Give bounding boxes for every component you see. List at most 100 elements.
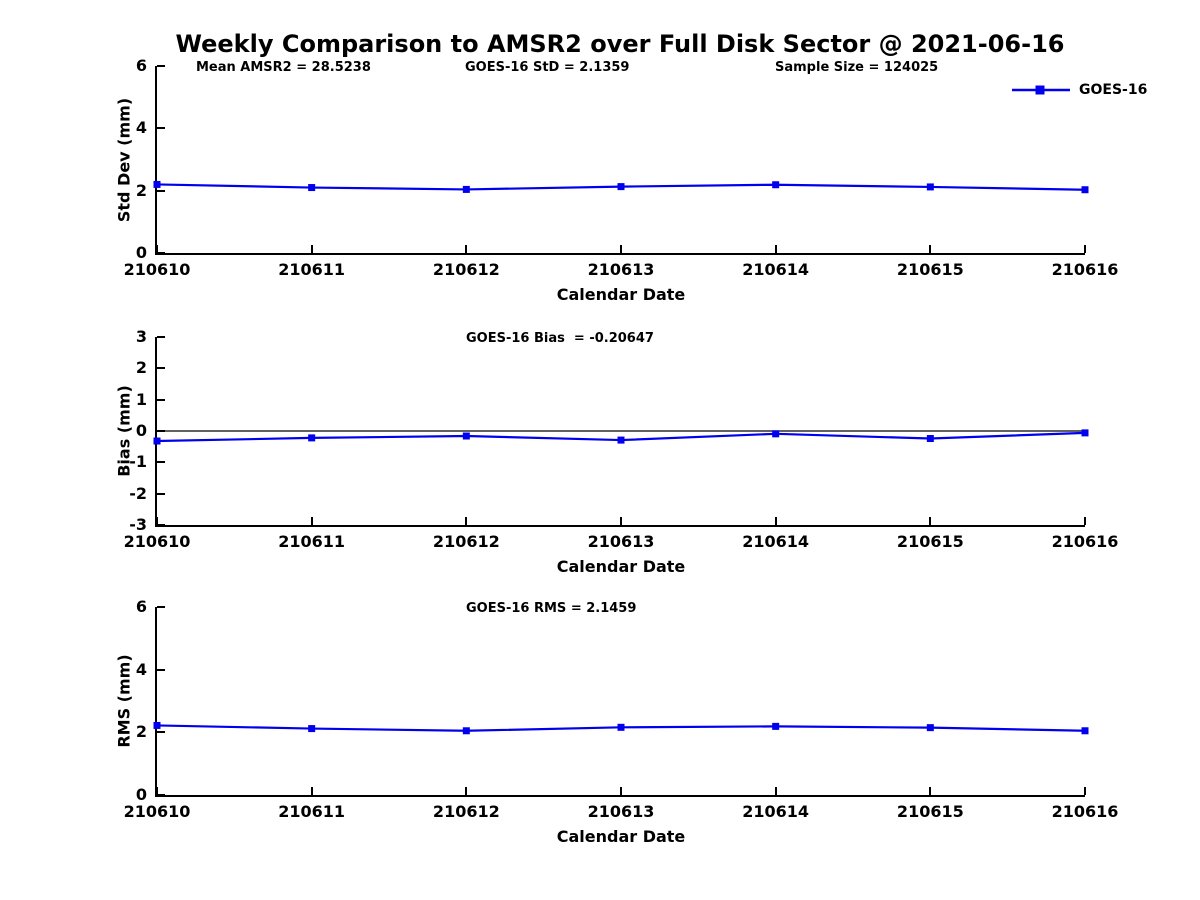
bias-marker [772,430,780,438]
x-tick-label: 210613 [587,532,655,551]
y-tick-label: 2 [135,358,147,378]
annotation: GOES-16 RMS = 2.1459 [466,601,637,616]
x-tick-label: 210614 [742,260,810,279]
rms-marker [308,725,316,733]
x-tick-label: 210616 [1051,802,1119,821]
std-dev-marker [308,184,316,192]
y-tick [157,461,165,464]
y-axis-label: Std Dev (mm) [114,97,134,222]
x-tick [156,517,158,525]
x-tick [465,517,468,525]
x-tick-label: 210615 [896,532,964,551]
x-axis-label: Calendar Date [556,827,686,846]
x-tick-label: 210610 [123,802,191,821]
y-tick [157,127,165,130]
rms-marker [1081,727,1089,735]
bias-canvas [153,429,1089,445]
bias-marker [308,434,316,442]
bias-marker [462,432,470,440]
std-dev-marker [772,181,780,189]
y-tick-label: 2 [135,722,147,742]
y-tick-label: 4 [135,659,147,679]
bias-marker [153,437,161,445]
rms-marker [462,727,470,735]
x-axis-label: Calendar Date [556,557,686,576]
x-tick-label: 210616 [1051,532,1119,551]
x-tick [1084,245,1086,253]
y-tick-label: 1 [135,389,147,409]
std-dev-marker [926,183,934,191]
bias-marker [926,435,934,443]
y-tick [157,430,165,432]
figure-title: Weekly Comparison to AMSR2 over Full Dis… [175,30,1065,58]
y-tick [157,524,165,526]
std-dev-marker [462,185,470,193]
legend-label: GOES-16 [1079,82,1148,98]
x-tick-label: 210614 [742,532,810,551]
x-tick-label: 210612 [432,260,500,279]
x-axis-label: Calendar Date [556,285,686,304]
y-tick [157,606,165,608]
x-tick [620,517,622,525]
x-tick [929,787,932,795]
x-tick [465,787,468,795]
x-tick-label: 210610 [123,532,191,551]
x-tick [310,517,313,525]
annotation: Mean AMSR2 = 28.5238 [196,60,371,75]
y-tick-label: -1 [129,452,147,472]
x-tick [1084,517,1086,525]
rms-marker [926,724,934,732]
plot-rms: 0 2 4 6 210610 210611 210612 210613 210614 210615… [115,599,1119,847]
x-tick [774,787,777,795]
x-tick-label: 210614 [742,802,810,821]
x-tick-label: 210611 [278,532,346,551]
y-tick-label: 0 [135,243,147,262]
annotation: GOES-16 StD = 2.1359 [465,60,630,75]
x-tick-label: 210616 [1051,260,1119,279]
plot-bias: -3 -2 -1 0 1 2 3 210610 210611 210612 210613 210614… [115,329,1119,577]
annotation: Sample Size = 124025 [775,60,939,75]
x-tick [310,787,313,795]
x-tick [465,245,468,253]
x-tick-label: 210613 [587,802,655,821]
plot-std-dev: 0 2 4 6 210610 210611 210612 210613 210614 210615… [115,58,1119,305]
x-tick [156,787,158,795]
x-tick [929,517,932,525]
y-tick-label: 3 [135,327,147,346]
bias-marker [617,436,625,444]
x-tick [620,787,622,795]
y-tick [157,252,165,254]
y-tick-label: 6 [135,56,147,75]
x-tick [774,245,777,253]
y-tick-label: -2 [129,483,147,503]
x-tick-label: 210612 [432,802,500,821]
x-tick-label: 210611 [278,260,346,279]
legend-line-marker-icon [1012,85,1070,95]
y-tick [157,398,165,401]
x-tick [929,245,932,253]
x-tick [310,245,313,253]
y-tick-label: -3 [129,515,147,534]
y-tick [157,731,165,734]
y-tick [157,65,165,67]
x-tick-label: 210615 [896,260,964,279]
y-tick-label: 0 [135,785,147,804]
std-dev-marker [617,183,625,191]
x-tick [156,245,158,253]
y-tick [157,367,165,370]
y-tick-label: 0 [135,421,147,440]
annotation: GOES-16 Bias = -0.20647 [466,331,654,346]
y-tick-label: 6 [135,597,147,616]
x-tick [1084,787,1086,795]
rms-marker [772,722,780,730]
y-axis-label: RMS (mm) [114,654,134,748]
y-tick [157,189,165,192]
x-tick [620,245,622,253]
std-dev-canvas [153,180,1089,194]
y-tick [157,492,165,495]
x-tick [774,517,777,525]
rms-marker [153,721,161,729]
y-tick [157,668,165,671]
legend: GOES-16 [1012,82,1147,98]
